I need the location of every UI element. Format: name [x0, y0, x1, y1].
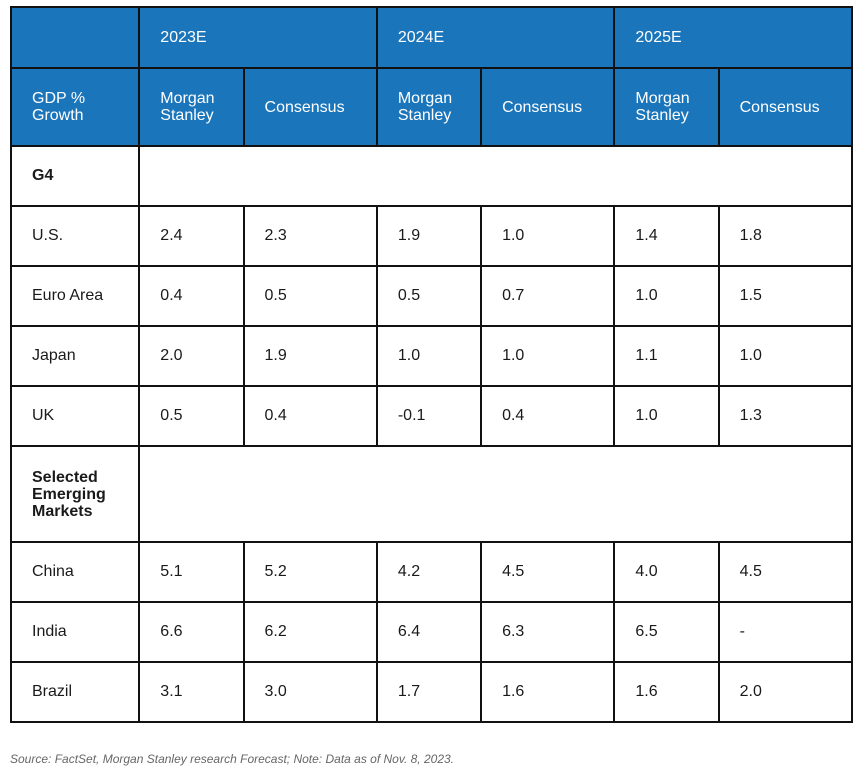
col-header-label: Morgan Stanley: [160, 90, 215, 124]
value-cell: 2.0: [138, 325, 245, 387]
table-row: Japan 2.0 1.9 1.0 1.0 1.1 1.0: [9, 325, 854, 387]
col-header-consensus-2025: Consensus: [717, 67, 854, 147]
col-header-label: Morgan Stanley: [635, 90, 690, 124]
value-cell: 2.4: [138, 205, 245, 267]
section-spacer: [138, 445, 853, 543]
col-header-ms-2023: Morgan Stanley: [138, 67, 245, 147]
value-cell: 0.5: [138, 385, 245, 447]
year-header-2023: 2023E: [138, 6, 378, 69]
value-cell: 3.1: [138, 661, 245, 723]
col-header-consensus-2024: Consensus: [480, 67, 616, 147]
value-cell: -0.1: [375, 385, 483, 447]
value-cell: 2.3: [242, 205, 378, 267]
value-cell: 0.4: [480, 385, 616, 447]
value-cell: 1.3: [717, 385, 854, 447]
row-label: U.S.: [9, 205, 141, 267]
section-spacer: [138, 145, 853, 207]
value-cell: 1.0: [613, 265, 720, 327]
row-label: Euro Area: [9, 265, 141, 327]
section-row-emerging: Selected Emerging Markets: [9, 445, 853, 543]
value-cell: 1.7: [375, 661, 483, 723]
value-cell: 3.0: [242, 661, 378, 723]
row-label-text: GDP % Growth: [32, 90, 86, 124]
value-cell: 0.7: [480, 265, 616, 327]
row-label: Brazil: [9, 661, 141, 723]
section-label-g4: G4: [9, 145, 141, 207]
value-cell: 1.1: [613, 325, 720, 387]
section-label-emerging: Selected Emerging Markets: [9, 445, 141, 543]
year-header-2025: 2025E: [613, 6, 853, 69]
corner-cell: [9, 6, 141, 69]
value-cell: 4.0: [613, 541, 720, 603]
table-row: UK 0.5 0.4 -0.1 0.4 1.0 1.3: [9, 385, 854, 447]
table-row: India 6.6 6.2 6.4 6.3 6.5 -: [9, 601, 854, 663]
value-cell: 5.1: [138, 541, 245, 603]
value-cell: 6.5: [613, 601, 720, 663]
value-cell: 4.5: [480, 541, 616, 603]
value-cell: 1.5: [717, 265, 854, 327]
row-label: China: [9, 541, 141, 603]
value-cell: 1.9: [375, 205, 483, 267]
col-header-ms-2025: Morgan Stanley: [613, 67, 720, 147]
value-cell: 0.4: [242, 385, 378, 447]
col-header-consensus-2023: Consensus: [242, 67, 378, 147]
section-row-g4: G4: [9, 145, 853, 207]
table-row: Euro Area 0.4 0.5 0.5 0.7 1.0 1.5: [9, 265, 854, 327]
value-cell: 1.0: [613, 385, 720, 447]
value-cell: 2.0: [717, 661, 854, 723]
source-header-row: GDP % Growth Morgan Stanley Consensus Mo…: [9, 67, 854, 147]
value-cell: 1.0: [375, 325, 483, 387]
year-header-row: 2023E 2024E 2025E: [9, 6, 853, 69]
table-row: China 5.1 5.2 4.2 4.5 4.0 4.5: [9, 541, 854, 603]
source-note: Source: FactSet, Morgan Stanley research…: [10, 752, 454, 766]
value-cell: 6.4: [375, 601, 483, 663]
value-cell: 0.5: [242, 265, 378, 327]
table-row: U.S. 2.4 2.3 1.9 1.0 1.4 1.8: [9, 205, 854, 267]
value-cell: 1.0: [480, 325, 616, 387]
year-header-2024: 2024E: [375, 6, 616, 69]
value-cell: 1.4: [613, 205, 720, 267]
row-label: Japan: [9, 325, 141, 387]
row-label: UK: [9, 385, 141, 447]
row-label: India: [9, 601, 141, 663]
value-cell: 1.6: [480, 661, 616, 723]
col-header-label: Morgan Stanley: [397, 90, 453, 124]
value-cell: 1.0: [480, 205, 616, 267]
gdp-forecast-table: 2023E 2024E 2025E GDP % Growth Morgan St…: [9, 6, 854, 723]
value-cell: -: [717, 601, 854, 663]
value-cell: 6.2: [242, 601, 378, 663]
value-cell: 6.3: [480, 601, 616, 663]
row-label-header: GDP % Growth: [9, 67, 141, 147]
value-cell: 0.4: [138, 265, 245, 327]
value-cell: 1.6: [613, 661, 720, 723]
value-cell: 4.5: [717, 541, 854, 603]
value-cell: 1.0: [717, 325, 854, 387]
value-cell: 5.2: [242, 541, 378, 603]
value-cell: 1.9: [242, 325, 378, 387]
table-row: Brazil 3.1 3.0 1.7 1.6 1.6 2.0: [9, 661, 854, 723]
value-cell: 4.2: [375, 541, 483, 603]
value-cell: 0.5: [375, 265, 483, 327]
value-cell: 1.8: [717, 205, 854, 267]
value-cell: 6.6: [138, 601, 245, 663]
col-header-ms-2024: Morgan Stanley: [375, 67, 483, 147]
